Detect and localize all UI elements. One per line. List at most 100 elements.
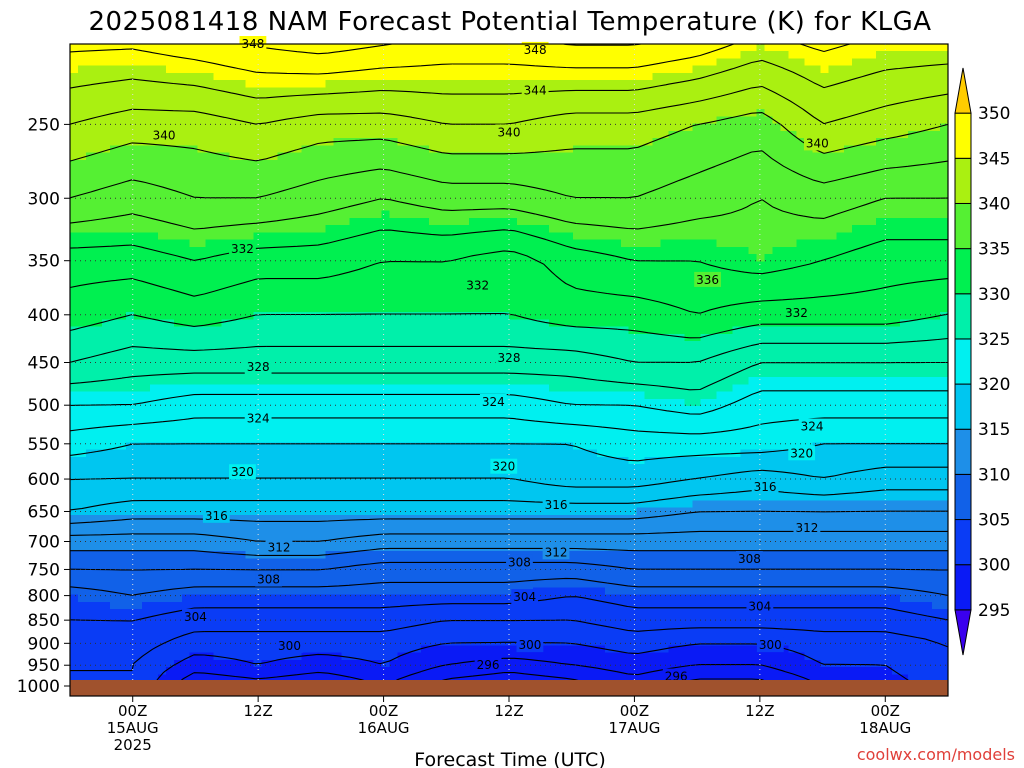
heatmap-cell <box>197 319 207 328</box>
heatmap-cell <box>189 630 199 639</box>
heatmap-cell <box>477 261 486 270</box>
heatmap-cell <box>445 290 454 299</box>
heatmap-cell <box>493 312 502 320</box>
heatmap-cell <box>253 398 263 407</box>
heatmap-cell <box>309 159 319 168</box>
heatmap-cell <box>229 261 239 270</box>
heatmap-cell <box>157 529 167 538</box>
heatmap-cell <box>221 456 231 465</box>
heatmap-cell <box>333 152 342 161</box>
heatmap-cell <box>173 51 183 60</box>
heatmap-cell <box>141 275 151 284</box>
heatmap-cell <box>149 239 159 248</box>
heatmap-cell <box>197 174 207 183</box>
heatmap-cell <box>309 543 319 552</box>
heatmap-cell <box>461 65 470 74</box>
heatmap-cell <box>213 232 223 241</box>
heatmap-cell <box>285 341 295 349</box>
heatmap-cell <box>205 536 215 545</box>
heatmap-cell <box>405 442 414 451</box>
heatmap-cell <box>277 254 287 262</box>
heatmap-cell <box>117 645 127 654</box>
heatmap-cell <box>429 609 438 617</box>
heatmap-cell <box>461 630 470 639</box>
heatmap-cell <box>269 159 279 168</box>
heatmap-cell <box>269 464 279 473</box>
heatmap-cell <box>357 471 366 480</box>
heatmap-cell <box>437 348 446 357</box>
heatmap-cell <box>317 167 327 175</box>
heatmap-cell <box>173 232 183 241</box>
heatmap-cell <box>229 659 239 668</box>
heatmap-cell <box>189 145 199 154</box>
heatmap-cell <box>237 558 247 567</box>
heatmap-cell <box>237 283 247 291</box>
heatmap-cell <box>181 203 191 212</box>
heatmap-cell <box>437 667 446 675</box>
heatmap-cell <box>493 94 502 103</box>
heatmap-cell <box>485 246 494 255</box>
heatmap-cell <box>461 348 470 357</box>
heatmap-cell <box>197 196 207 204</box>
heatmap-cell <box>437 152 446 161</box>
heatmap-cell <box>381 456 390 465</box>
heatmap-cell <box>189 507 199 516</box>
heatmap-cell <box>429 587 438 596</box>
heatmap-cell <box>285 65 295 74</box>
heatmap-cell <box>485 196 494 204</box>
heatmap-cell <box>357 377 366 386</box>
heatmap-cell <box>469 188 478 197</box>
heatmap-cell <box>173 196 183 204</box>
heatmap-cell <box>261 493 271 501</box>
heatmap-cell <box>229 384 239 393</box>
heatmap-cell <box>269 507 279 516</box>
heatmap-cell <box>445 232 454 241</box>
heatmap-cell <box>285 58 295 67</box>
heatmap-cell <box>229 159 239 168</box>
heatmap-cell <box>445 65 454 74</box>
heatmap-cell <box>501 80 510 89</box>
heatmap-cell <box>133 188 143 197</box>
heatmap-cell <box>357 116 366 125</box>
heatmap-cell <box>461 645 470 654</box>
heatmap-cell <box>165 109 175 118</box>
heatmap-cell <box>181 529 191 538</box>
heatmap-cell <box>317 594 327 603</box>
heatmap-cell <box>197 72 207 81</box>
heatmap-cell <box>293 326 303 335</box>
heatmap-cell <box>493 145 502 154</box>
heatmap-cell <box>237 225 247 233</box>
heatmap-cell <box>173 398 183 407</box>
heatmap-cell <box>445 667 454 675</box>
heatmap-cell <box>413 493 422 501</box>
heatmap-cell <box>397 522 406 530</box>
heatmap-cell <box>109 304 119 313</box>
heatmap-cell <box>117 609 127 617</box>
heatmap-cell <box>293 188 303 197</box>
heatmap-cell <box>213 312 223 320</box>
heatmap-cell <box>365 442 374 451</box>
heatmap-cell <box>213 500 223 509</box>
heatmap-cell <box>413 551 422 559</box>
heatmap-cell <box>85 65 95 74</box>
heatmap-cell <box>365 493 374 501</box>
heatmap-cell <box>221 268 231 277</box>
heatmap-cell <box>501 652 510 661</box>
heatmap-cell <box>453 594 462 603</box>
heatmap-cell <box>285 283 295 291</box>
heatmap-cell <box>149 543 159 552</box>
heatmap-cell <box>229 196 239 204</box>
heatmap-cell <box>245 72 255 81</box>
heatmap-cell <box>437 326 446 335</box>
heatmap-cell <box>229 181 239 190</box>
heatmap-cell <box>109 500 119 509</box>
heatmap-cell <box>213 341 223 349</box>
heatmap-cell <box>269 398 279 407</box>
heatmap-cell <box>485 87 494 96</box>
heatmap-cell <box>493 210 502 219</box>
heatmap-cell <box>85 485 95 494</box>
heatmap-cell <box>109 44 119 52</box>
heatmap-cell <box>117 196 127 204</box>
heatmap-cell <box>221 341 231 349</box>
heatmap-cell <box>285 370 295 378</box>
